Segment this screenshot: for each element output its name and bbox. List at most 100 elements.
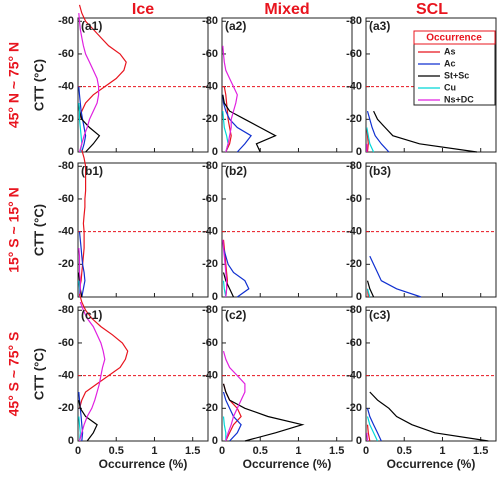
- panel-label: (c3): [369, 308, 390, 322]
- row-label: 45° N ~ 75° N: [6, 42, 22, 128]
- series-line: [366, 408, 382, 442]
- y-tick-label: 0: [212, 435, 218, 447]
- y-tick-label: -80: [346, 15, 362, 27]
- y-tick-label: -60: [346, 337, 362, 349]
- series-line: [366, 288, 371, 298]
- y-tick-label: 0: [212, 291, 218, 303]
- x-tick-label: 0.5: [109, 445, 124, 457]
- series-line: [366, 110, 390, 153]
- x-tick-label: 0: [363, 445, 369, 457]
- series-line: [366, 127, 375, 153]
- y-tick-label: -80: [202, 15, 218, 27]
- y-tick-label: -80: [346, 160, 362, 172]
- y-tick-label: -60: [202, 337, 218, 349]
- plot-area: [365, 162, 497, 298]
- series-line: [78, 13, 100, 153]
- plot-area: [77, 306, 209, 442]
- y-tick-label: -60: [58, 48, 74, 60]
- series-line: [78, 247, 81, 298]
- y-tick-label: -20: [202, 258, 218, 270]
- series-line: [366, 424, 371, 442]
- row-label: 15° S ~ 15° N: [6, 187, 22, 273]
- x-axis-label: Occurrence (%): [243, 457, 332, 471]
- series-line: [222, 383, 305, 442]
- series-line: [222, 247, 250, 298]
- y-tick-label: -20: [58, 113, 74, 125]
- y-tick-label: -40: [202, 370, 218, 382]
- y-tick-label: -40: [58, 370, 74, 382]
- y-tick-label: -40: [58, 81, 74, 93]
- y-tick-label: -80: [346, 304, 362, 316]
- x-tick-label: 1.5: [329, 445, 344, 457]
- y-axis-label: CTT (°C): [31, 59, 46, 111]
- y-tick-label: -80: [58, 15, 74, 27]
- series-line: [78, 399, 98, 442]
- legend-label: As: [444, 46, 456, 56]
- y-tick-label: -80: [202, 304, 218, 316]
- y-tick-label: 0: [68, 291, 74, 303]
- series-line: [78, 231, 86, 298]
- y-tick-label: -40: [346, 81, 362, 93]
- series-line: [222, 416, 227, 441]
- x-tick-label: 1: [439, 445, 445, 457]
- y-tick-label: -40: [202, 226, 218, 238]
- y-tick-label: -60: [58, 337, 74, 349]
- x-tick-label: 0: [75, 445, 81, 457]
- series-line: [78, 293, 129, 409]
- panel-label: (b1): [81, 164, 103, 178]
- plot-area: [221, 162, 353, 298]
- legend-title-box: [413, 30, 496, 45]
- y-axis-label: CTT (°C): [31, 348, 46, 400]
- panel-label: (c1): [81, 308, 102, 322]
- y-tick-label: -60: [58, 193, 74, 205]
- series-line: [78, 4, 127, 120]
- series-line: [222, 239, 228, 298]
- legend-title: Occurrence: [426, 33, 482, 44]
- x-tick-label: 0.5: [253, 445, 268, 457]
- y-tick-label: -40: [346, 226, 362, 238]
- y-tick-label: 0: [212, 146, 218, 158]
- series-line: [222, 94, 277, 153]
- plot-area: [77, 17, 209, 153]
- y-tick-label: -80: [58, 160, 74, 172]
- series-line: [223, 86, 232, 153]
- panel-label: (a2): [225, 19, 246, 33]
- series-line: [78, 391, 84, 442]
- plot-area: [365, 306, 497, 442]
- legend-label: Cu: [444, 82, 456, 92]
- y-tick-label: -20: [58, 258, 74, 270]
- series-line: [222, 272, 235, 298]
- series-line: [366, 432, 369, 442]
- y-tick-label: -40: [346, 370, 362, 382]
- y-tick-label: -20: [202, 402, 218, 414]
- y-tick-label: -80: [202, 160, 218, 172]
- column-title: Mixed: [264, 1, 309, 18]
- y-axis-label: CTT (°C): [31, 204, 46, 256]
- y-tick-label: -40: [202, 81, 218, 93]
- x-tick-label: 0: [219, 445, 225, 457]
- series-line: [373, 110, 477, 153]
- series-line: [78, 301, 106, 442]
- legend-label: Ns+DC: [444, 94, 474, 104]
- series-line: [222, 45, 238, 153]
- y-tick-label: -20: [346, 113, 362, 125]
- y-tick-label: -80: [58, 304, 74, 316]
- panel-label: (b3): [369, 164, 391, 178]
- y-tick-label: -60: [346, 48, 362, 60]
- x-axis-label: Occurrence (%): [387, 457, 476, 471]
- panel-label: (a3): [369, 19, 390, 33]
- x-tick-label: 0.5: [397, 445, 412, 457]
- y-tick-label: 0: [68, 435, 74, 447]
- y-tick-label: 0: [356, 435, 362, 447]
- series-line: [366, 416, 379, 442]
- y-tick-label: -60: [202, 193, 218, 205]
- legend-label: Ac: [444, 58, 456, 68]
- x-tick-label: 1.5: [473, 445, 488, 457]
- y-tick-label: -60: [202, 48, 218, 60]
- panel-label: (c2): [225, 308, 246, 322]
- y-tick-label: -60: [346, 193, 362, 205]
- series-line: [366, 280, 375, 298]
- row-label: 45° S ~ 75° S: [6, 332, 22, 417]
- column-title: SCL: [416, 1, 448, 18]
